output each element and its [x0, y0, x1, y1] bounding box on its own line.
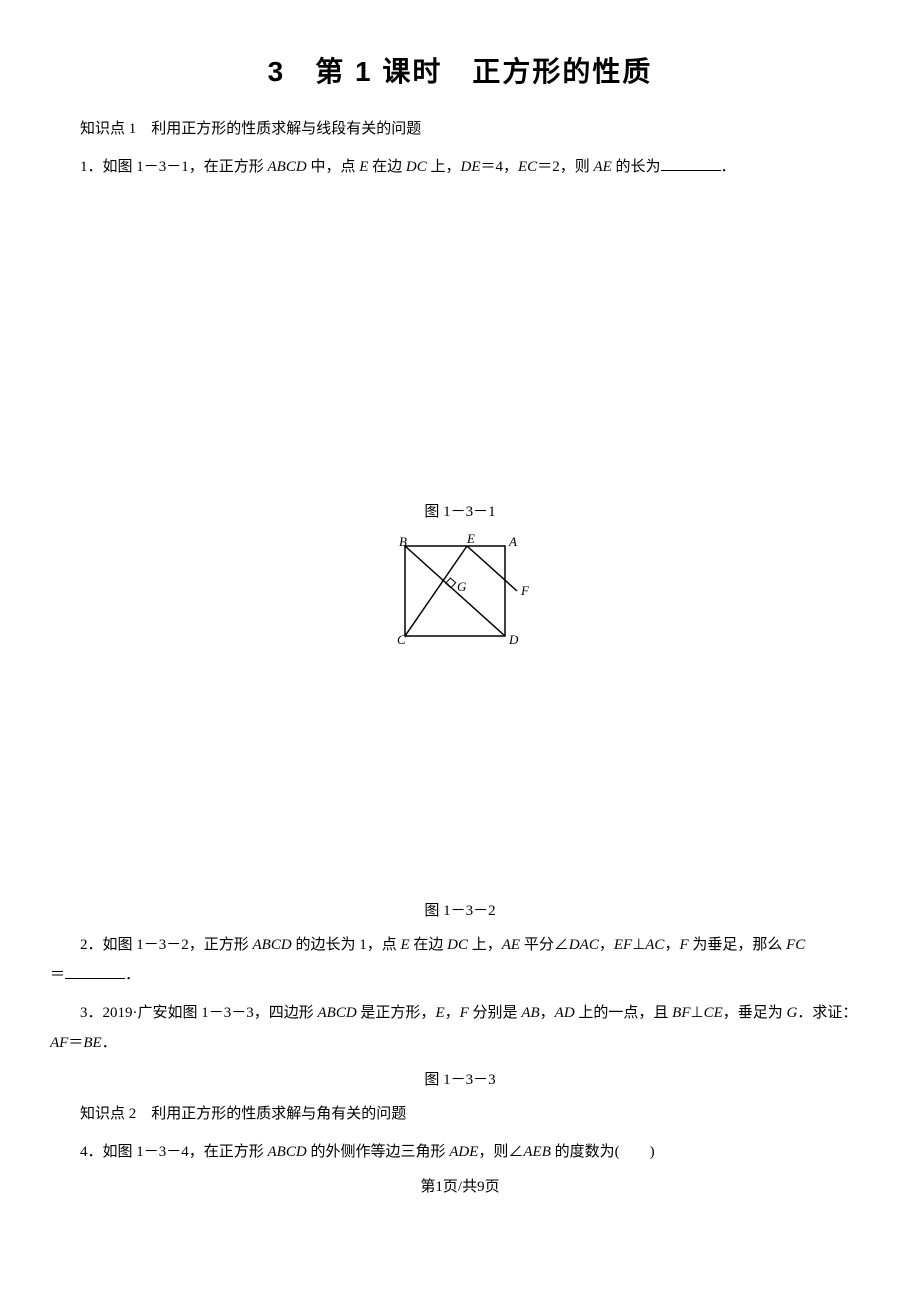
q3-G: G	[787, 1005, 798, 1021]
q3-period: ．	[102, 1035, 117, 1051]
q2-text-g: ⊥	[632, 937, 645, 953]
q3-E: E	[435, 1005, 444, 1021]
q2-text-a: 2．如图 1－3－2，正方形	[80, 937, 253, 953]
label-C: C	[397, 632, 406, 647]
q3-text-f: 上的一点，且	[575, 1005, 673, 1021]
figure-2-diagram: B E A G F C D	[385, 531, 535, 651]
q1-text-c: 在边	[368, 159, 406, 175]
q2-DAC: DAC	[569, 937, 599, 953]
q2-text-d: 上，	[468, 937, 502, 953]
label-B: B	[399, 534, 407, 549]
q1-text-g: 的长为	[612, 159, 661, 175]
figure-1-caption: 图 1－3－1	[50, 500, 870, 521]
label-A: A	[508, 534, 517, 549]
knowledge-point-2: 知识点 2 利用正方形的性质求解与角有关的问题	[50, 1099, 870, 1129]
q1-E: E	[359, 159, 368, 175]
q1-AE: AE	[593, 159, 611, 175]
question-2: 2．如图 1－3－2，正方形 ABCD 的边长为 1，点 E 在边 DC 上，A…	[50, 930, 870, 990]
figure-2-caption: 图 1－3－2	[50, 899, 870, 920]
q4-ADE: ADE	[449, 1144, 478, 1160]
q3-AF: AF	[50, 1035, 68, 1051]
question-1: 1．如图 1－3－1，在正方形 ABCD 中，点 E 在边 DC 上，DE＝4，…	[50, 152, 870, 182]
figure-2-space	[50, 659, 870, 889]
q1-text-e: ＝4，	[481, 159, 519, 175]
q2-AC: AC	[645, 937, 664, 953]
q3-text-b: 是正方形，	[357, 1005, 436, 1021]
q3-AB: AB	[521, 1005, 539, 1021]
q1-text-b: 中，点	[307, 159, 360, 175]
label-E: E	[466, 531, 475, 546]
q3-abcd: ABCD	[318, 1005, 357, 1021]
q4-text-b: 的外侧作等边三角形	[307, 1144, 450, 1160]
q3-text-g: ⊥	[691, 1005, 704, 1021]
q3-BE: BE	[83, 1035, 101, 1051]
q2-DC: DC	[447, 937, 468, 953]
q2-text-e: 平分∠	[520, 937, 569, 953]
q2-period: ．	[125, 967, 140, 983]
q3-text-e: ，	[540, 1005, 555, 1021]
q1-DE: DE	[461, 159, 481, 175]
label-F: F	[520, 583, 530, 598]
q2-text-i: 为垂足，那么	[689, 937, 787, 953]
q1-text-a: 1．如图 1－3－1，在正方形	[80, 159, 268, 175]
q3-text-j: ＝	[68, 1035, 83, 1051]
q3-F: F	[460, 1005, 469, 1021]
q4-text-d: 的度数为( )	[551, 1144, 655, 1160]
q2-text-f: ，	[599, 937, 614, 953]
q1-text-f: ＝2，则	[537, 159, 593, 175]
page-title: 3 第 1 课时 正方形的性质	[50, 50, 870, 90]
figure-1-space	[50, 190, 870, 490]
label-G: G	[457, 579, 467, 594]
q2-text-c: 在边	[410, 937, 448, 953]
figure-3-caption: 图 1－3－3	[50, 1068, 870, 1089]
q1-DC: DC	[406, 159, 427, 175]
q4-abcd: ABCD	[268, 1144, 307, 1160]
q2-abcd: ABCD	[253, 937, 292, 953]
q2-AE: AE	[502, 937, 520, 953]
q3-AD: AD	[555, 1005, 575, 1021]
fill-blank-1[interactable]	[661, 155, 721, 171]
q3-text-i: ．求证：	[797, 1005, 857, 1021]
page-footer: 第1页/共9页	[50, 1175, 870, 1196]
q1-period: ．	[721, 159, 736, 175]
q3-text-a: 3．2019·广安如图 1－3－3，四边形	[80, 1005, 318, 1021]
q4-text-c: ，则∠	[478, 1144, 523, 1160]
question-3: 3．2019·广安如图 1－3－3，四边形 ABCD 是正方形，E，F 分别是 …	[50, 998, 870, 1058]
label-D: D	[508, 632, 519, 647]
q1-EC: EC	[518, 159, 537, 175]
q2-FC: FC	[786, 937, 805, 953]
q3-text-h: ，垂足为	[723, 1005, 787, 1021]
q1-text-d: 上，	[427, 159, 461, 175]
knowledge-point-1: 知识点 1 利用正方形的性质求解与线段有关的问题	[50, 114, 870, 144]
q4-text-a: 4．如图 1－3－4，在正方形	[80, 1144, 268, 1160]
question-4: 4．如图 1－3－4，在正方形 ABCD 的外侧作等边三角形 ADE，则∠AEB…	[50, 1137, 870, 1167]
q2-text-h: ，	[664, 937, 679, 953]
fill-blank-2[interactable]	[65, 963, 125, 979]
q3-CE: CE	[704, 1005, 723, 1021]
q2-text-b: 的边长为 1，点	[292, 937, 401, 953]
q2-text-j: ＝	[50, 967, 65, 983]
q1-abcd: ABCD	[268, 159, 307, 175]
q2-E: E	[400, 937, 409, 953]
q3-text-c: ，	[445, 1005, 460, 1021]
q3-BF: BF	[672, 1005, 690, 1021]
q3-text-d: 分别是	[469, 1005, 522, 1021]
q2-EF: EF	[614, 937, 632, 953]
q2-F: F	[679, 937, 688, 953]
q4-AEB: AEB	[523, 1144, 551, 1160]
figure-2-block: B E A G F C D	[50, 531, 870, 651]
